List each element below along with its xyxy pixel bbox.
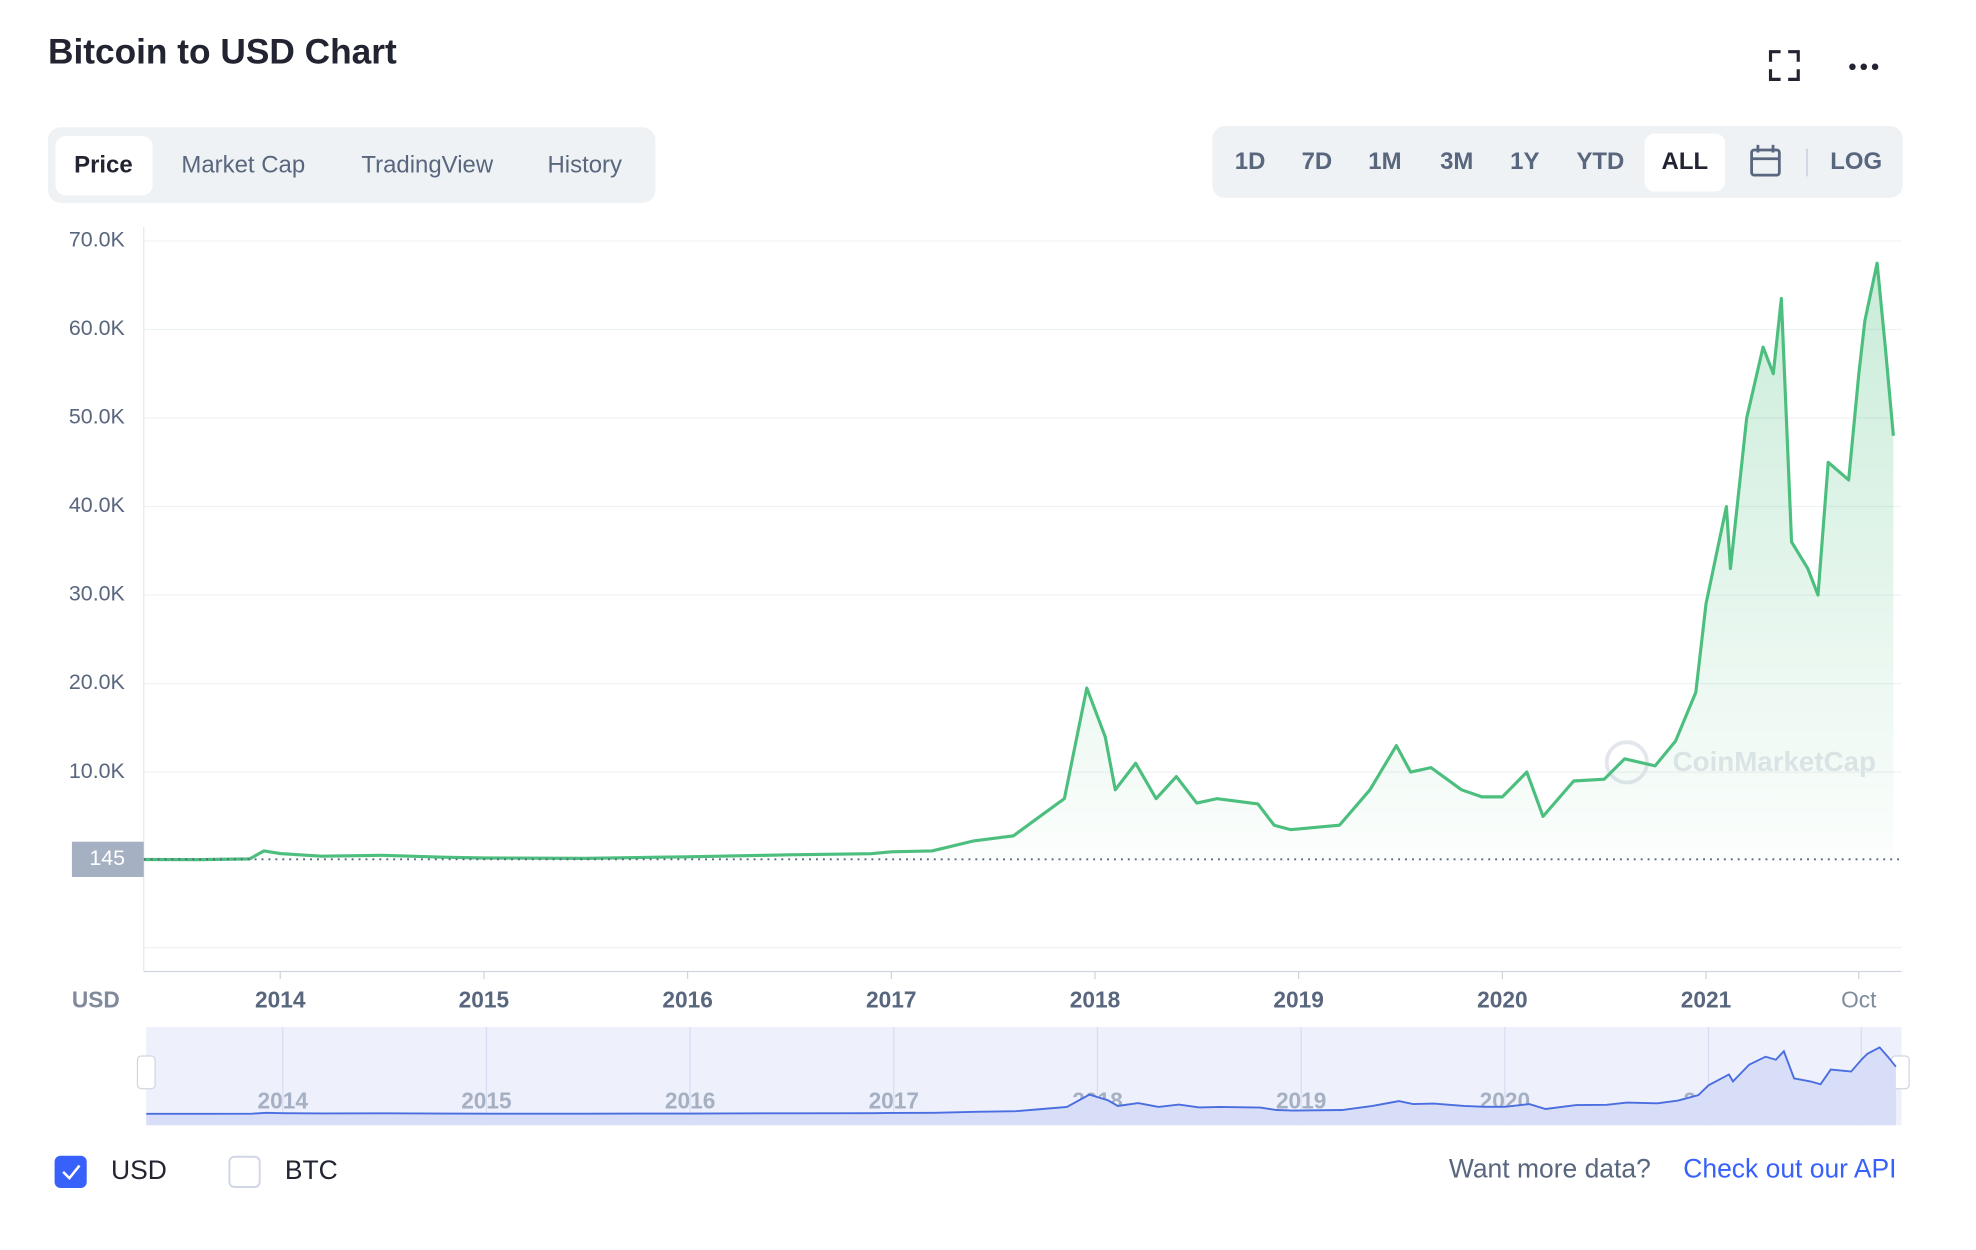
navigator-tick-label: 2015 <box>461 1088 511 1114</box>
footer-prompt: Want more data? <box>1449 1154 1651 1184</box>
range-button[interactable]: 7D <box>1302 148 1333 175</box>
y-tick-label: 50.0K <box>69 405 126 429</box>
checkbox-label: BTC <box>285 1155 338 1185</box>
x-tick-label: 2021 <box>1681 987 1731 1013</box>
tab-active-bg <box>55 136 153 196</box>
api-link[interactable]: Check out our API <box>1683 1154 1896 1184</box>
y-tick-label: 60.0K <box>69 316 126 340</box>
navigator-tick-label: 2019 <box>1276 1088 1326 1114</box>
x-tick-label: 2015 <box>459 987 509 1013</box>
range-button[interactable]: 1D <box>1235 148 1266 175</box>
tab[interactable]: TradingView <box>361 152 493 179</box>
range-button[interactable]: YTD <box>1576 148 1624 175</box>
navigator-tick-label: 2014 <box>258 1088 309 1114</box>
range-button[interactable]: ALL <box>1662 148 1709 175</box>
checkbox-label: USD <box>111 1155 167 1185</box>
start-price-label: 145 <box>89 846 125 870</box>
price-area <box>143 263 1894 861</box>
range-button[interactable]: 1M <box>1368 148 1401 175</box>
page-title: Bitcoin to USD Chart <box>48 32 397 71</box>
chart-layer: Price Market Cap TradingView History 1D 7D 1M 3… <box>54 133 1902 1188</box>
x-tick-label: 2020 <box>1477 987 1527 1013</box>
y-tick-label: 70.0K <box>69 228 126 252</box>
x-tick-label: 2014 <box>255 987 306 1013</box>
y-tick-label: 40.0K <box>69 493 126 517</box>
range-group <box>1212 126 1903 198</box>
y-tick-label: 30.0K <box>69 582 126 606</box>
start-price-tag <box>71 841 144 877</box>
axis-unit: USD <box>72 987 120 1013</box>
range-button[interactable]: 1Y <box>1510 148 1539 175</box>
range-button[interactable]: 3M <box>1440 148 1473 175</box>
x-tick-label: 2018 <box>1070 987 1120 1013</box>
y-tick-label: 20.0K <box>69 670 126 694</box>
more-button[interactable] <box>1849 63 1879 71</box>
x-tick-label: 2017 <box>866 987 916 1013</box>
checkbox[interactable] <box>228 1155 261 1188</box>
y-tick-label: 10.0K <box>69 759 126 783</box>
navigator-line <box>146 1046 1897 1115</box>
x-tick-label: Oct <box>1841 987 1877 1013</box>
range-active-bg <box>1644 133 1726 192</box>
fullscreen-button[interactable] <box>1768 50 1800 81</box>
price-line <box>143 261 1895 862</box>
checkmark <box>62 1164 81 1181</box>
checkbox[interactable] <box>54 1155 87 1188</box>
calendar-button[interactable] <box>1750 144 1781 177</box>
tab[interactable]: History <box>548 152 623 179</box>
tab[interactable]: Price <box>74 152 133 179</box>
log-button[interactable]: LOG <box>1830 148 1882 175</box>
tab[interactable]: Market Cap <box>181 152 305 179</box>
x-tick-label: 2016 <box>662 987 712 1013</box>
tab-group <box>47 127 656 203</box>
navigator-tick-label: 2017 <box>869 1088 919 1114</box>
navigator-tick-label: 2016 <box>665 1088 715 1114</box>
x-tick-label: 2019 <box>1273 987 1323 1013</box>
